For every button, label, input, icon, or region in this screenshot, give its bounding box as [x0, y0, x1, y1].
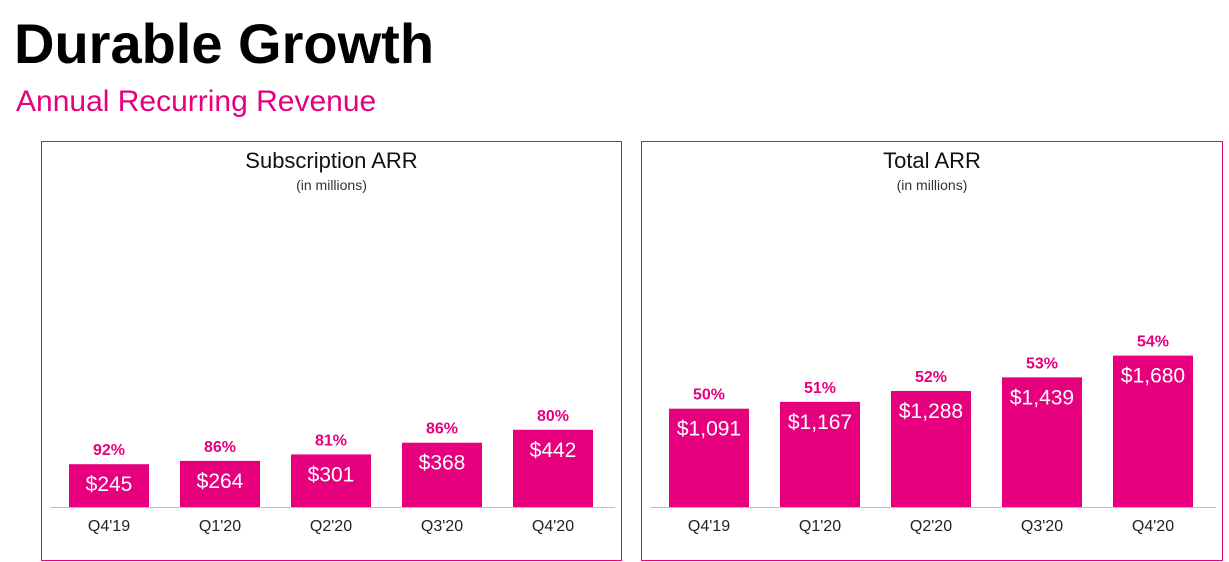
bar-percent-label: 92%	[93, 442, 125, 459]
x-tick-label: Q4'19	[688, 518, 730, 535]
bar	[780, 401, 860, 507]
bar	[69, 464, 149, 507]
x-tick-label: Q2'20	[910, 518, 952, 535]
x-tick-label: Q3'20	[1021, 518, 1063, 535]
bar-percent-label: 86%	[426, 421, 458, 438]
chart-title: Subscription ARR	[245, 148, 418, 173]
x-tick-label: Q1'20	[199, 518, 241, 535]
bar-percent-label: 50%	[693, 387, 725, 404]
bar-value-label: $301	[308, 463, 355, 486]
bar-value-label: $1,288	[899, 400, 963, 423]
bar-value-label: $442	[530, 439, 577, 462]
bar	[402, 442, 482, 507]
subscription-arr-chart: Subscription ARR (in millions) $245 92% Q4…	[41, 141, 622, 561]
bar-value-label: $1,680	[1121, 365, 1185, 388]
chart-subtitle: (in millions)	[296, 177, 367, 193]
page-subtitle: Annual Recurring Revenue	[16, 85, 377, 118]
bar	[1113, 355, 1193, 507]
bar-value-label: $245	[86, 473, 133, 496]
bar-value-label: $264	[197, 470, 244, 493]
bar-percent-label: 52%	[915, 369, 947, 386]
total-arr-plot: $1,091 50% Q4'19 $1,167 51% Q1'20 $1,288 52% Q2'…	[650, 334, 1216, 535]
page-title: Durable Growth	[14, 12, 435, 75]
total-arr-chart: Total ARR (in millions) $1,091 50% Q4'19 $1…	[641, 141, 1223, 561]
bar-value-label: $368	[419, 452, 466, 475]
x-tick-label: Q1'20	[799, 518, 841, 535]
bar-value-label: $1,167	[788, 411, 852, 434]
bar	[891, 390, 971, 507]
bar	[180, 460, 260, 507]
bar-value-label: $1,439	[1010, 386, 1074, 409]
bar-percent-label: 80%	[537, 408, 569, 425]
x-tick-label: Q4'19	[88, 518, 130, 535]
bar-percent-label: 53%	[1026, 355, 1058, 372]
bar-percent-label: 51%	[804, 380, 836, 397]
bar	[291, 454, 371, 507]
x-tick-label: Q4'20	[1132, 518, 1174, 535]
x-tick-label: Q4'20	[532, 518, 574, 535]
bar	[1002, 377, 1082, 507]
x-tick-label: Q3'20	[421, 518, 463, 535]
bar-value-label: $1,091	[677, 418, 741, 441]
x-tick-label: Q2'20	[310, 518, 352, 535]
bar-percent-label: 81%	[315, 432, 347, 449]
subscription-arr-plot: $245 92% Q4'19 $264 86% Q1'20 $301 81% Q2'20 $368…	[50, 408, 615, 535]
chart-subtitle: (in millions)	[896, 177, 968, 193]
bar-percent-label: 54%	[1137, 334, 1169, 351]
bar	[513, 429, 593, 507]
chart-title: Total ARR	[883, 148, 981, 173]
bar-percent-label: 86%	[204, 439, 236, 456]
bar	[669, 408, 749, 507]
